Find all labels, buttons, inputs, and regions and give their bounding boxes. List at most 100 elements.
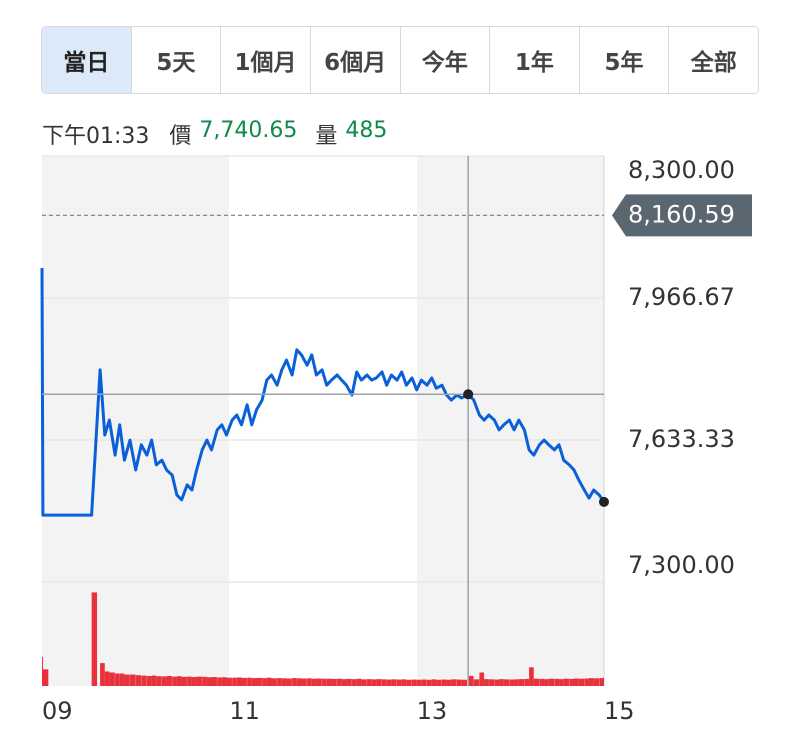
volume-bar	[187, 676, 192, 686]
volume-bar	[251, 678, 257, 686]
volume-bar	[221, 677, 227, 686]
volume-bar	[202, 676, 207, 686]
volume-bar	[191, 677, 197, 686]
volume-bar	[281, 678, 287, 686]
crosshair-point	[463, 389, 474, 400]
reference-label: 8,160.59	[628, 200, 735, 228]
volume-bar	[593, 678, 600, 686]
volume-bar	[104, 671, 110, 686]
volume-bar	[391, 679, 397, 686]
volume-bar	[172, 676, 177, 686]
volume-bar	[446, 679, 452, 686]
volume-bar	[352, 679, 357, 686]
volume-bar	[331, 678, 337, 686]
volume-bar	[196, 676, 202, 686]
volume-value: 485	[345, 118, 388, 143]
volume-bar	[211, 677, 217, 686]
volume-bar	[176, 676, 182, 686]
volume-bar	[146, 676, 152, 686]
volume-bar	[166, 676, 172, 686]
price-name: 價	[169, 124, 192, 149]
volume-bar	[411, 679, 417, 686]
price-value: 7,740.65	[199, 118, 298, 143]
volume-bar	[499, 679, 504, 686]
volume-bar	[559, 679, 564, 686]
range-tab[interactable]: 5年	[578, 27, 669, 93]
volume-bar	[156, 676, 162, 686]
volume-bar	[468, 675, 474, 686]
volume-bar	[578, 678, 585, 686]
volume-bar	[322, 678, 327, 686]
volume-bar	[135, 675, 142, 686]
volume-bar	[326, 678, 332, 686]
volume-bar	[232, 677, 237, 686]
volume-bar	[382, 679, 387, 686]
range-tab[interactable]: 當日	[42, 27, 131, 93]
volume-bar	[563, 678, 570, 686]
volume-bar	[456, 679, 462, 686]
range-tab[interactable]: 1年	[489, 27, 579, 93]
volume-bar	[426, 679, 432, 686]
volume-bar	[386, 679, 392, 686]
volume-bar	[161, 676, 167, 686]
volume-bar	[436, 679, 442, 686]
volume-bar	[100, 663, 105, 686]
volume-bar	[119, 673, 125, 686]
volume-bar	[292, 678, 297, 686]
y-tick-label: 7,966.67	[628, 283, 735, 311]
volume-bar	[524, 678, 530, 686]
volume-bar	[484, 679, 489, 686]
volume-bar	[247, 677, 252, 686]
volume-bar	[503, 679, 510, 686]
volume-bar	[256, 677, 262, 686]
volume-bar	[262, 678, 267, 686]
volume-bar	[539, 678, 545, 686]
cursor-time: 下午01:33	[42, 124, 150, 149]
volume-bar	[401, 679, 407, 686]
volume-bar	[337, 678, 342, 686]
range-tab[interactable]: 5天	[130, 27, 221, 93]
volume-bar	[548, 678, 555, 686]
volume-bar	[544, 679, 549, 686]
volume-bar	[115, 673, 120, 686]
volume-bar	[241, 677, 247, 686]
volume-bar	[396, 679, 402, 686]
range-tab[interactable]: 今年	[399, 27, 490, 93]
range-tab[interactable]: 全部	[668, 27, 758, 93]
reference-tag	[612, 194, 752, 237]
volume-bar	[130, 674, 136, 686]
price-line	[40, 267, 606, 517]
volume-bar	[569, 678, 575, 686]
volume-bar	[296, 678, 302, 686]
volume-bar	[603, 677, 604, 686]
range-tab[interactable]: 6個月	[309, 27, 400, 93]
volume-bar	[529, 667, 534, 686]
volume-bar	[441, 679, 447, 686]
volume-bar	[226, 677, 232, 686]
volume-bar	[266, 677, 272, 686]
volume-bar	[406, 679, 412, 686]
x-tick-label: 13	[417, 697, 448, 725]
volume-bar	[311, 678, 317, 686]
volume-bar	[109, 672, 115, 686]
volume-bar	[431, 679, 437, 686]
range-tab[interactable]: 1個月	[220, 27, 310, 93]
volume-name: 量	[315, 124, 338, 149]
volume-bar	[271, 678, 277, 686]
y-tick-label: 7,633.33	[628, 425, 735, 453]
x-tick-label: 11	[229, 697, 260, 725]
volume-bar	[361, 679, 367, 686]
volume-bar	[461, 679, 468, 686]
volume-bar	[584, 678, 590, 686]
volume-bar	[206, 677, 212, 686]
volume-bar	[488, 679, 495, 686]
volume-bar	[554, 678, 560, 686]
x-tick-label: 09	[42, 697, 73, 725]
volume-bar	[599, 678, 604, 686]
y-tick-label: 8,300.00	[628, 156, 735, 184]
y-tick-label: 7,300.00	[628, 551, 735, 579]
x-tick-label: 15	[604, 697, 635, 725]
volume-bar	[124, 674, 130, 686]
